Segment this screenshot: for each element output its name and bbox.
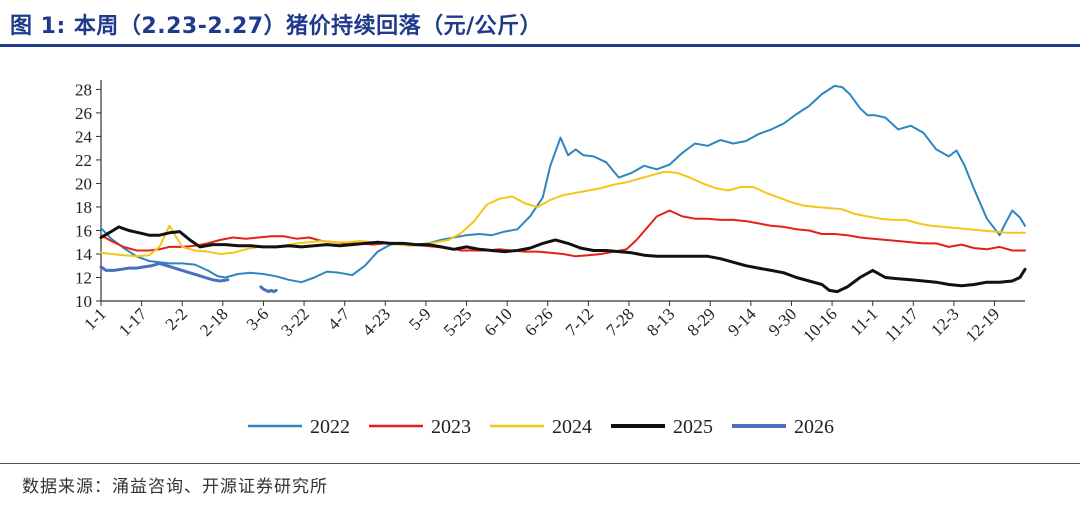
y-tick-label: 12 bbox=[75, 268, 92, 287]
source-divider bbox=[0, 463, 1080, 464]
title-divider bbox=[0, 44, 1080, 47]
y-tick-label: 24 bbox=[75, 127, 93, 146]
series-line-2026 bbox=[99, 261, 278, 294]
x-tick-label: 1-17 bbox=[115, 304, 151, 340]
y-tick-label: 18 bbox=[75, 198, 92, 217]
x-tick-label: 7-28 bbox=[602, 304, 637, 339]
x-tick-label: 9-14 bbox=[724, 304, 760, 340]
y-tick-label: 10 bbox=[75, 292, 92, 311]
y-tick-label: 16 bbox=[75, 221, 92, 240]
x-tick-label: 6-10 bbox=[481, 304, 516, 339]
y-tick-label: 28 bbox=[75, 80, 92, 99]
series-line-2024 bbox=[100, 170, 1026, 258]
y-tick-label: 26 bbox=[75, 104, 92, 123]
x-tick-label: 2-18 bbox=[196, 304, 231, 339]
x-tick-label: 11-1 bbox=[846, 304, 881, 339]
x-tick-label: 12-3 bbox=[927, 304, 962, 339]
x-tick-label: 5-25 bbox=[440, 304, 475, 339]
series-line-2023 bbox=[100, 209, 1026, 258]
legend-label-2026: 2026 bbox=[794, 416, 834, 438]
series-line-2022 bbox=[100, 84, 1026, 284]
x-tick-label: 7-12 bbox=[562, 304, 597, 339]
x-tick-label: 10-16 bbox=[799, 304, 840, 345]
legend-label-2023: 2023 bbox=[431, 416, 471, 438]
source-note: 数据来源：涌益咨询、开源证券研究所 bbox=[22, 477, 328, 497]
x-tick-label: 12-19 bbox=[962, 304, 1003, 345]
series-line-2025 bbox=[99, 225, 1027, 294]
chart-series bbox=[99, 84, 1027, 294]
x-tick-label: 9-30 bbox=[765, 304, 800, 339]
x-tick-label: 4-23 bbox=[359, 304, 394, 339]
x-tick-label: 6-26 bbox=[521, 304, 556, 339]
x-tick-label: 2-2 bbox=[162, 304, 191, 333]
x-tick-label: 11-17 bbox=[881, 304, 922, 345]
x-tick-label: 8-13 bbox=[643, 304, 678, 339]
x-tick-label: 3-22 bbox=[277, 304, 312, 339]
x-tick-label: 8-29 bbox=[684, 304, 719, 339]
x-tick-label: 3-6 bbox=[243, 304, 272, 333]
x-tick-label: 5-9 bbox=[405, 304, 434, 333]
legend-label-2022: 2022 bbox=[310, 416, 350, 438]
y-tick-label: 22 bbox=[75, 151, 92, 170]
y-tick-label: 14 bbox=[75, 245, 93, 264]
x-tick-label: 4-7 bbox=[324, 304, 354, 334]
legend-label-2024: 2024 bbox=[552, 416, 592, 438]
y-tick-label: 20 bbox=[75, 174, 92, 193]
chart-legend: 2022 2023 2024 2025 2026 bbox=[248, 416, 834, 438]
legend-label-2025: 2025 bbox=[673, 416, 713, 438]
chart-title: 图 1: 本周（2.23-2.27）猪价持续回落（元/公斤） bbox=[10, 14, 543, 39]
